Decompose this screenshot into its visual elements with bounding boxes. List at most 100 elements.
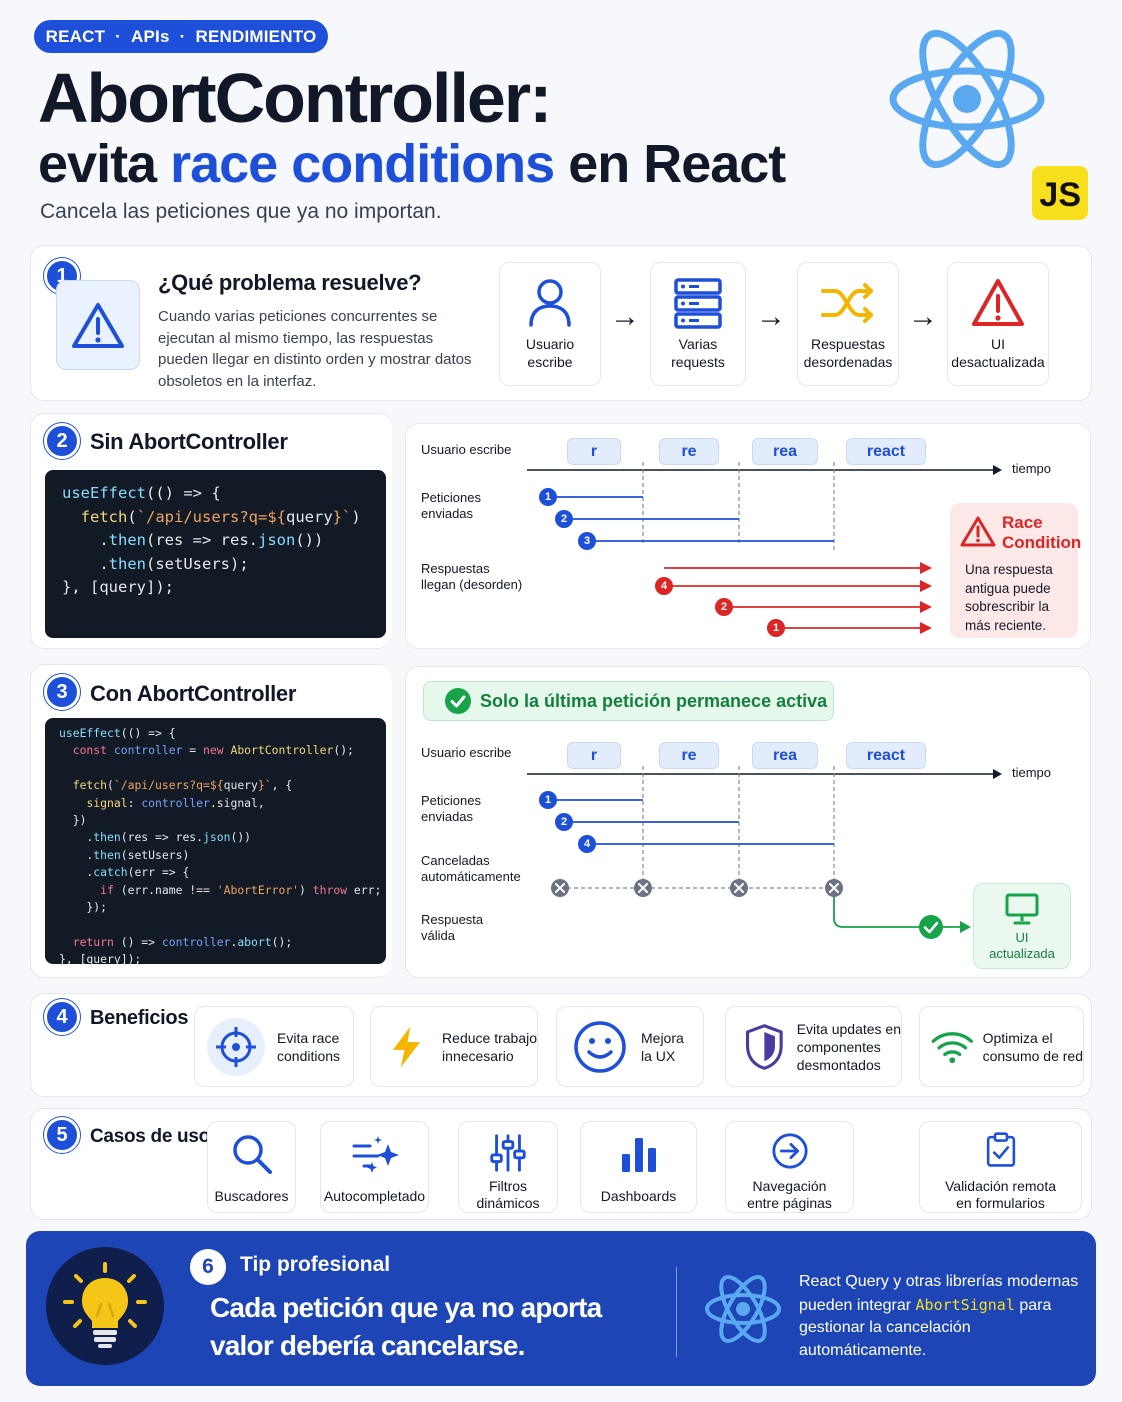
use-case-label: Filtros dinámicos (476, 1178, 540, 1211)
benefit-item: Mejora la UX (556, 1006, 704, 1087)
section-title: Sin AbortController (90, 429, 288, 454)
tip-headline: Cada petición que ya no aporta valor deb… (210, 1292, 602, 1361)
use-case-label: Navegación entre páginas (747, 1178, 832, 1211)
request-id-badge: 3 (583, 535, 591, 547)
flow-step-user: Usuario escribe (499, 262, 601, 386)
topic-tags: REACT · APIs · RENDIMIENTO (34, 20, 328, 53)
use-case-item: Autocompletado (320, 1121, 429, 1213)
benefit-label: Reduce trabajo innecesario (442, 1029, 537, 1064)
use-case-label: Validación remota en formularios (944, 1178, 1057, 1211)
section-number: 5 (44, 1117, 80, 1153)
benefit-item: Reduce trabajo innecesario (370, 1006, 538, 1087)
benefit-item: Evita updates en componentes desmontados (725, 1006, 902, 1087)
tip-label: Tip profesional (240, 1253, 391, 1276)
benefit-label: Evita updates en componentes desmontados (796, 1020, 901, 1073)
section-title: ¿Qué problema resuelve? (158, 270, 422, 295)
flow-step-requests: Varias requests (650, 262, 746, 386)
react-logo-icon (889, 29, 1045, 169)
race-title: Race Condition (1002, 513, 1082, 552)
flow-label: Varias requests (671, 336, 725, 370)
js-badge: JS (1032, 166, 1088, 220)
bulb-badge (46, 1247, 164, 1365)
use-case-item: Dashboards (580, 1121, 697, 1213)
react-logo-icon (705, 1275, 781, 1343)
tag-rendimiento: RENDIMIENTO (195, 26, 317, 46)
title-text: en React (554, 134, 786, 194)
tip-side-text: React Query y otras librerías modernas p… (799, 1271, 1089, 1362)
problem-description: Cuando varias peticiones concurrentes se… (158, 308, 472, 390)
warning-box (56, 280, 140, 370)
use-case-label: Dashboards (600, 1188, 677, 1204)
ui-updated-box: UI actualizada (973, 883, 1071, 969)
flow-label: Respuestas desordenadas (803, 336, 893, 370)
clipboard-check-icon (986, 1132, 1015, 1167)
query-chip: r (567, 742, 621, 769)
tag-separator: · (179, 26, 186, 46)
tip-divider (676, 1267, 677, 1357)
query-chip: react (846, 438, 926, 465)
flow-label: UI desactualizada (951, 336, 1045, 370)
lightbulb-icon (63, 1262, 147, 1348)
success-banner: Solo la última petición permanece activa (423, 681, 834, 721)
sliders-icon (490, 1134, 526, 1172)
time-axis-label: tiempo (1012, 461, 1052, 476)
benefit-label: Optimiza el consumo de red (982, 1029, 1083, 1064)
banner-text: Solo la última petición permanece activa (480, 690, 828, 711)
warning-icon (72, 303, 124, 348)
code-with: useEffect(() => { const controller = new… (45, 718, 386, 966)
flow-step-responses: Respuestas desordenadas (797, 262, 899, 386)
time-axis-label: tiempo (1012, 765, 1052, 780)
shield-icon (745, 1023, 783, 1070)
race-condition-callout: Race Condition Una respuesta antigua pue… (950, 503, 1082, 638)
tip-banner: 6 Tip profesional Cada petición que ya n… (26, 1231, 1096, 1386)
use-case-item: Navegación entre páginas (725, 1121, 854, 1213)
timeline-label: Peticiones enviadas (421, 490, 481, 521)
tip-side-text-part: React Query y otras librerías modernas p… (799, 1273, 1079, 1314)
query-chip: r (567, 438, 621, 465)
section-number: 4 (44, 999, 80, 1035)
request-id-badge: 2 (560, 816, 568, 828)
tag-apis: APIs (131, 26, 170, 46)
section-number: 2 (44, 423, 80, 459)
benefit-item: Evita race conditions (194, 1006, 354, 1087)
query-chip: rea (752, 742, 818, 769)
warning-icon (972, 279, 1024, 326)
use-case-label: Autocompletado (323, 1188, 426, 1204)
user-icon (529, 279, 571, 327)
query-chip: react (846, 742, 926, 769)
timeline-label: Peticiones enviadas (421, 793, 481, 824)
flow-arrow: → (610, 300, 640, 333)
check-circle-icon (445, 688, 471, 714)
monitor-icon (1005, 893, 1039, 925)
flow-arrow: → (908, 300, 938, 333)
wifi-icon (931, 1031, 973, 1063)
timeline-label: Usuario escribe (421, 442, 512, 457)
request-id-badge: 4 (583, 838, 591, 850)
title-highlight: race conditions (170, 134, 555, 194)
timeline-label: Respuesta válida (421, 912, 484, 943)
shuffle-icon (821, 283, 873, 323)
lightning-icon (392, 1026, 421, 1067)
bar-chart-icon (621, 1138, 656, 1172)
response-id-badge: 1 (772, 622, 780, 634)
smile-icon (574, 1020, 626, 1073)
tip-abortsignal-highlight: AbortSignal (915, 1295, 1015, 1314)
flow-arrow: → (756, 300, 786, 333)
use-case-item: Filtros dinámicos (458, 1121, 558, 1213)
tag-separator: · (115, 26, 122, 46)
use-case-label: Buscadores (214, 1188, 289, 1204)
query-chip: re (659, 742, 719, 769)
request-id-badge: 2 (560, 513, 568, 525)
flow-step-ui: UI desactualizada (947, 262, 1049, 386)
arrow-circle-icon (771, 1133, 808, 1169)
race-description: Una respuesta antigua puede sobrescribir… (965, 562, 1053, 633)
title-text: evita (38, 134, 171, 194)
use-case-item: Buscadores (207, 1121, 296, 1213)
query-chip: re (659, 438, 719, 465)
sparkle-icon (352, 1136, 399, 1173)
tip-side-text-part: para gestionar la cancelación automática… (799, 1296, 1052, 1359)
warning-icon (960, 516, 996, 547)
ui-updated-label: UI actualizada (989, 930, 1055, 961)
